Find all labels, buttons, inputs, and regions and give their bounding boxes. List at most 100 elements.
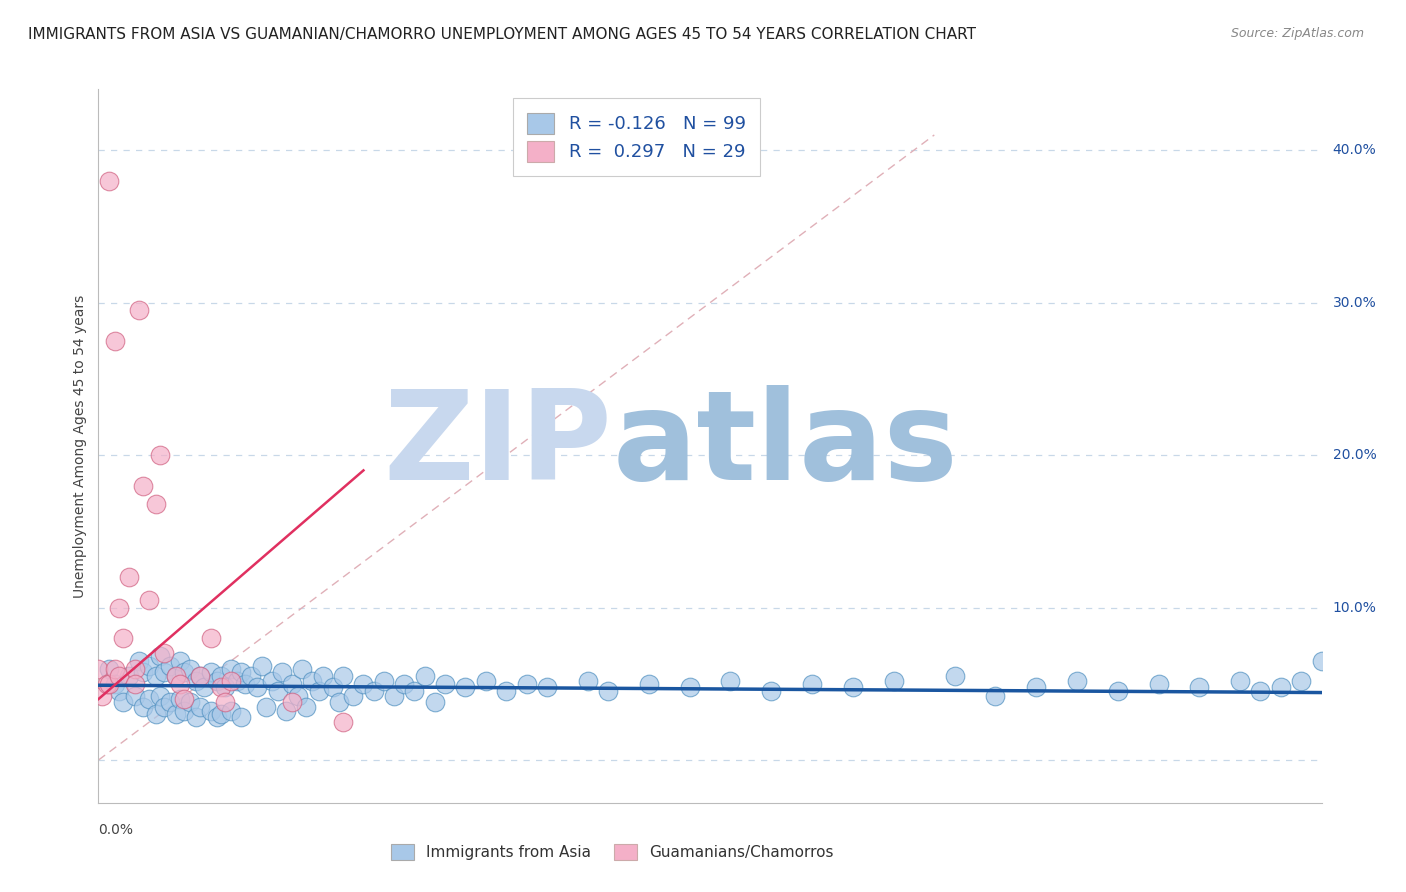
Point: [87, 662, 110, 676]
Point: [159, 658, 181, 673]
Point: [413, 669, 436, 683]
Text: atlas: atlas: [612, 385, 957, 507]
Point: [159, 695, 181, 709]
Point: [200, 665, 222, 679]
Point: [1249, 684, 1271, 698]
Point: [984, 689, 1007, 703]
Point: [1025, 680, 1047, 694]
Text: ZIP: ZIP: [384, 385, 612, 507]
Point: [104, 662, 127, 676]
Point: [718, 673, 742, 688]
Point: [883, 673, 905, 688]
Point: [205, 673, 228, 688]
Point: [111, 695, 134, 709]
Point: [209, 707, 232, 722]
Point: [97, 174, 120, 188]
Point: [226, 673, 249, 688]
Point: [214, 695, 236, 709]
Point: [200, 704, 222, 718]
Point: [219, 662, 242, 676]
Point: [91, 689, 114, 703]
Point: [138, 692, 160, 706]
Point: [1066, 673, 1088, 688]
Point: [312, 669, 335, 683]
Point: [165, 707, 187, 722]
Point: [287, 689, 309, 703]
Point: [108, 669, 131, 683]
Point: [231, 665, 253, 679]
Point: [637, 677, 661, 691]
Point: [169, 654, 191, 668]
Point: [328, 695, 350, 709]
Point: [173, 665, 195, 679]
Point: [188, 669, 212, 683]
Point: [291, 662, 314, 676]
Point: [246, 680, 269, 694]
Point: [169, 677, 191, 691]
Point: [943, 669, 966, 683]
Point: [332, 714, 354, 729]
Point: [495, 684, 517, 698]
Point: [152, 699, 174, 714]
Point: [761, 684, 783, 698]
Point: [209, 669, 232, 683]
Text: Source: ZipAtlas.com: Source: ZipAtlas.com: [1230, 27, 1364, 40]
Point: [373, 673, 395, 688]
Point: [434, 677, 457, 691]
Point: [598, 684, 620, 698]
Point: [149, 448, 172, 462]
Point: [128, 303, 150, 318]
Point: [214, 680, 236, 694]
Point: [149, 689, 172, 703]
Point: [193, 680, 215, 694]
Point: [165, 669, 187, 683]
Point: [1147, 677, 1170, 691]
Point: [97, 677, 120, 691]
Point: [1310, 654, 1333, 668]
Point: [363, 684, 385, 698]
Point: [231, 710, 253, 724]
Point: [188, 669, 212, 683]
Point: [536, 680, 558, 694]
Point: [104, 334, 127, 348]
Point: [111, 631, 134, 645]
Point: [149, 649, 172, 664]
Point: [332, 669, 354, 683]
Point: [118, 570, 141, 584]
Point: [301, 673, 323, 688]
Point: [295, 699, 318, 714]
Text: 0.0%: 0.0%: [98, 822, 134, 837]
Point: [108, 600, 131, 615]
Point: [841, 680, 863, 694]
Point: [138, 658, 160, 673]
Point: [1107, 684, 1129, 698]
Point: [173, 704, 195, 718]
Point: [124, 662, 146, 676]
Point: [186, 673, 208, 688]
Point: [219, 673, 242, 688]
Point: [132, 665, 155, 679]
Y-axis label: Unemployment Among Ages 45 to 54 years: Unemployment Among Ages 45 to 54 years: [73, 294, 87, 598]
Point: [108, 684, 131, 698]
Point: [165, 669, 187, 683]
Point: [152, 665, 174, 679]
Point: [169, 692, 191, 706]
Point: [576, 673, 599, 688]
Point: [96, 677, 118, 691]
Point: [454, 680, 477, 694]
Point: [322, 680, 344, 694]
Point: [250, 658, 273, 673]
Point: [173, 692, 195, 706]
Text: IMMIGRANTS FROM ASIA VS GUAMANIAN/CHAMORRO UNEMPLOYMENT AMONG AGES 45 TO 54 YEAR: IMMIGRANTS FROM ASIA VS GUAMANIAN/CHAMOR…: [28, 27, 976, 42]
Point: [1270, 680, 1292, 694]
Point: [679, 680, 702, 694]
Point: [219, 704, 242, 718]
Point: [132, 478, 155, 492]
Point: [97, 662, 120, 676]
Point: [104, 677, 127, 691]
Point: [145, 497, 167, 511]
Point: [128, 654, 150, 668]
Point: [138, 593, 160, 607]
Point: [233, 677, 256, 691]
Point: [200, 631, 222, 645]
